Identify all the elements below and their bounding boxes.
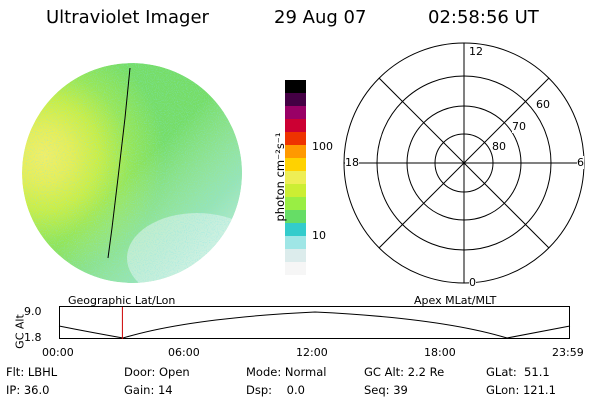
glon-value: GLon: 121.1	[486, 383, 556, 397]
colorbar-unit-label: photon cm⁻²s⁻¹	[273, 132, 287, 222]
timeline-ymin: 1.8	[24, 331, 42, 344]
colorbar-swatch	[285, 262, 306, 275]
time-label: 02:58:56 UT	[428, 7, 539, 28]
colorbar-swatch	[285, 119, 306, 132]
timeline-plot	[58, 306, 571, 339]
gain-value: Gain: 14	[124, 383, 173, 397]
mlt-label-0: 0	[469, 276, 476, 289]
seq-value: Seq: 39	[364, 383, 408, 397]
xtick-2359: 23:59	[552, 346, 584, 359]
glat-value: GLat: 51.1	[486, 365, 550, 379]
xtick-00: 00:00	[42, 346, 74, 359]
mlat-label-70: 70	[512, 120, 526, 133]
door-value: Door: Open	[124, 365, 190, 379]
colorbar-swatch	[285, 93, 306, 106]
ip-value: IP: 36.0	[6, 383, 50, 397]
image-meridian-line	[107, 67, 131, 259]
mlat-label-80: 80	[492, 140, 506, 153]
colorbar-tick-100: 100	[312, 140, 333, 153]
instrument-title: Ultraviolet Imager	[46, 7, 209, 28]
mlt-label-6: 6	[577, 156, 584, 169]
dsp-value: Dsp: 0.0	[246, 383, 305, 397]
colorbar-tick-10: 10	[312, 229, 326, 242]
colorbar-swatch	[285, 236, 306, 249]
colorbar-swatch	[285, 158, 306, 171]
filter-value: Flt: LBHL	[6, 365, 58, 379]
colorbar-swatch	[285, 80, 306, 93]
colorbar-swatch	[285, 132, 306, 145]
mlt-label-12: 12	[469, 45, 483, 58]
colorbar-swatch	[285, 171, 306, 184]
colorbar-swatch	[285, 106, 306, 119]
gc-alt-value: GC Alt: 2.2 Re	[364, 365, 445, 379]
mlt-label-18: 18	[345, 156, 359, 169]
colorbar-swatch	[285, 210, 306, 223]
colorbar-swatch	[285, 223, 306, 236]
timeline-right-title: Apex MLat/MLT	[414, 294, 497, 307]
xtick-12: 12:00	[296, 346, 328, 359]
colorbar-swatch	[285, 197, 306, 210]
xtick-06: 06:00	[168, 346, 200, 359]
timeline-ymax: 9.0	[24, 305, 42, 318]
colorbar-swatch	[285, 145, 306, 158]
timeline-left-title: Geographic Lat/Lon	[68, 294, 176, 307]
colorbar	[285, 80, 306, 275]
date-label: 29 Aug 07	[274, 7, 367, 28]
colorbar-swatch	[285, 184, 306, 197]
polar-grid	[343, 42, 585, 284]
mlat-label-60: 60	[536, 98, 550, 111]
mode-value: Mode: Normal	[246, 365, 327, 379]
colorbar-swatch	[285, 249, 306, 262]
xtick-18: 18:00	[424, 346, 456, 359]
auroral-image	[22, 63, 242, 283]
altitude-curve	[58, 311, 571, 339]
